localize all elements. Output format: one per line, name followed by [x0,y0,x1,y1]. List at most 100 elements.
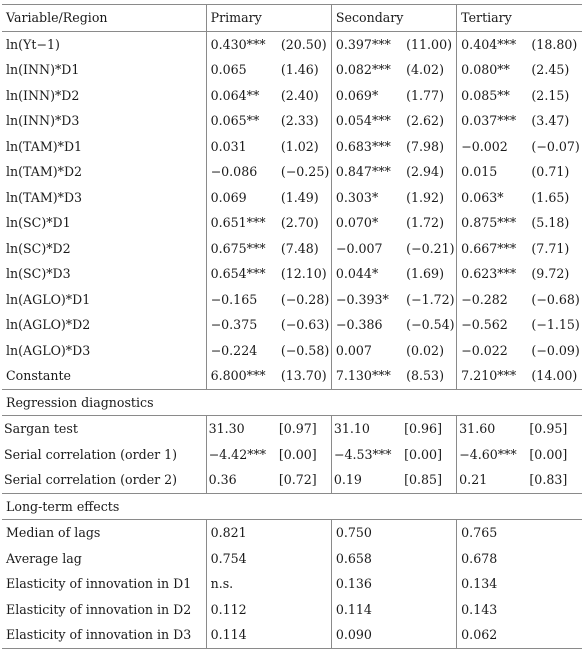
secondary-value: 31.10 [330,415,403,442]
tertiary-effect: 0.678 [456,545,582,571]
primary-value: 0.651*** [205,210,277,236]
secondary-stat: [0.00] [404,446,442,462]
tertiary-stat: (3.47) [531,113,570,129]
primary-stat: (−0.63) [280,317,330,333]
tertiary-stat: (1.65) [531,189,570,205]
secondary-stat: (2.62) [406,113,444,129]
tertiary-effect: 0.134 [456,571,582,597]
primary-stat: (2.70) [280,215,319,231]
primary-value: −0.086 [205,159,277,185]
primary-effect: 0.821 [205,519,332,546]
secondary-value: 0.070* [330,210,403,236]
row-label: Serial correlation (order 1) [4,446,178,462]
tertiary-stat: [0.95] [529,421,568,437]
tertiary-value: −0.002 [456,133,528,159]
secondary-value: 0.847*** [330,159,403,185]
section-heading-row: Long-term effects [2,492,582,520]
primary-effect: 0.754 [205,545,332,571]
secondary-stat: (1.72) [406,215,444,231]
table-row: Constante 6.800*** (13.70) 7.130*** (8.53) 7.… [2,363,582,389]
row-label: Serial correlation (order 2) [4,472,178,488]
secondary-effect: 0.750 [330,519,457,546]
header-secondary: Secondary [330,4,457,32]
secondary-stat: (−0.21) [406,240,455,256]
primary-value: 6.800*** [205,363,277,389]
table-row: ln(TAM)*D3 0.069 (1.49) 0.303* (1.92) 0.063*(… [2,184,582,210]
row-label: Sargan test [4,421,78,437]
secondary-stat: [0.85] [404,472,442,488]
longterm-section: Median of lags 0.821 0.750 0.765 Average lag… [2,519,582,649]
tertiary-stat: [0.83] [529,472,568,488]
primary-value: 0.430*** [205,31,277,57]
primary-value: 0.031 [205,133,277,159]
row-label: ln(TAM)*D1 [6,138,83,154]
primary-stat: [0.97] [278,421,317,437]
tertiary-stat: (9.72) [531,266,570,282]
table-row: ln(Yt−1) 0.430*** (20.50) 0.397*** (11.00) 0.… [2,31,582,57]
secondary-stat: (4.02) [406,62,444,78]
row-label: Elasticity of innovation in D2 [6,601,192,617]
tertiary-stat: (2.15) [531,87,570,103]
secondary-stat: (0.02) [406,342,444,358]
table-row: ln(AGLO)*D2 −0.375 (−0.63) −0.386 (−0.54) −0.… [2,312,582,338]
secondary-value: 7.130*** [330,363,403,389]
primary-value: 0.065 [205,57,277,83]
table-row: ln(TAM)*D1 0.031 (1.02) 0.683*** (7.98) −0.00… [2,133,582,159]
primary-stat: (1.02) [280,138,319,154]
primary-value: 0.064** [205,82,277,108]
table-row: Elasticity of innovation in D3 0.114 0.090… [2,622,582,649]
row-label: ln(Yt−1) [6,36,60,52]
row-label: Elasticity of innovation in D3 [2,622,207,649]
table-row: ln(AGLO)*D3 −0.224 (−0.58) 0.007 (0.02) −0.02… [2,337,582,363]
table-row: ln(INN)*D2 0.064** (2.40) 0.069* (1.77) 0.085… [2,82,582,108]
table-row: Sargan test 31.30 [0.97] 31.10 [0.96] 31.60 [0… [2,415,582,442]
primary-stat: [0.72] [278,472,317,488]
tertiary-effect: 0.765 [456,519,582,546]
diagnostics-heading: Regression diagnostics [2,388,582,416]
coefficients-section: ln(Yt−1) 0.430*** (20.50) 0.397*** (11.00) 0.… [2,31,582,389]
table-row: ln(SC)*D3 0.654*** (12.10) 0.044* (1.69) 0.62… [2,261,582,287]
primary-value: −4.42*** [205,441,277,467]
secondary-value: 0.054*** [330,108,403,134]
secondary-value: 0.044* [330,261,403,287]
primary-effect: 0.114 [205,622,332,649]
secondary-stat: (1.77) [406,87,444,103]
table-row: Elasticity of innovation in D2 0.112 0.114… [2,596,582,622]
secondary-value: 0.007 [330,337,403,363]
tertiary-value: 0.21 [456,467,528,493]
row-label: ln(AGLO)*D2 [6,317,91,333]
tertiary-effect: 0.062 [456,622,582,649]
header-variable-region: Variable/Region [2,4,207,32]
row-label: ln(INN)*D3 [6,113,80,129]
row-label: ln(INN)*D2 [6,87,80,103]
section-heading-row: Regression diagnostics [2,388,582,416]
longterm-heading-section: Long-term effects [2,492,582,520]
secondary-effect: 0.114 [330,596,457,622]
primary-value: −0.224 [205,337,277,363]
tertiary-value: −0.022 [456,337,528,363]
tertiary-value: 0.037*** [456,108,528,134]
secondary-effect: 0.658 [330,545,457,571]
header-primary: Primary [205,4,332,32]
secondary-stat: [0.96] [404,421,442,437]
row-label: ln(TAM)*D3 [6,189,83,205]
row-label: ln(SC)*D3 [6,266,71,282]
tertiary-value: 7.210*** [456,363,528,389]
secondary-value: −0.393* [330,286,403,312]
primary-stat: (2.33) [280,113,319,129]
tertiary-value: 0.667*** [456,235,528,261]
row-label: ln(AGLO)*D3 [6,342,91,358]
tertiary-value: 0.063* [456,184,528,210]
tertiary-value: 0.875*** [456,210,528,236]
row-label: ln(AGLO)*D1 [6,291,91,307]
table-row: Average lag 0.754 0.658 0.678 [2,545,582,571]
table-row: ln(TAM)*D2 −0.086 (−0.25) 0.847*** (2.94) 0.0… [2,159,582,185]
secondary-value: 0.683*** [330,133,403,159]
primary-value: 0.675*** [205,235,277,261]
primary-value: 0.069 [205,184,277,210]
tertiary-effect: 0.143 [456,596,582,622]
secondary-stat: (1.92) [406,189,444,205]
secondary-value: 0.303* [330,184,403,210]
table-row: ln(SC)*D1 0.651*** (2.70) 0.070* (1.72) 0.875… [2,210,582,236]
secondary-stat: (8.53) [406,368,444,384]
